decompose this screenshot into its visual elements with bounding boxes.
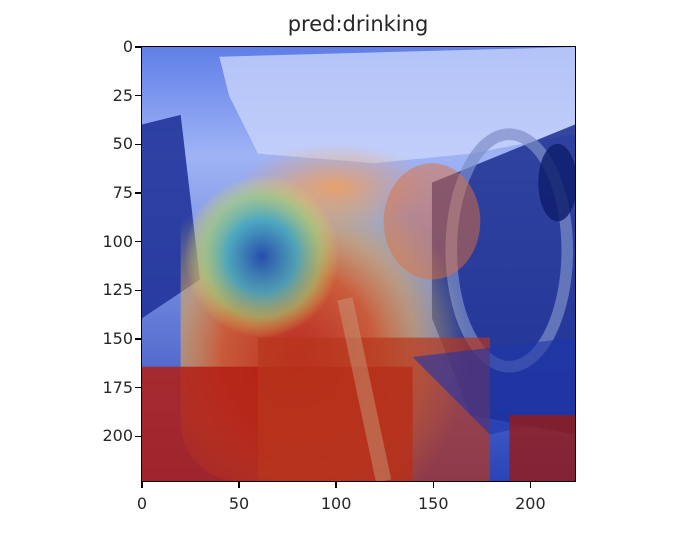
image-axes: [141, 46, 576, 482]
plot-title: pred:drinking: [287, 12, 429, 36]
y-tick-label: 50: [112, 134, 133, 154]
x-tick-label: 0: [136, 494, 148, 513]
x-tick-label: 50: [228, 494, 250, 513]
y-tick-mark: [135, 435, 141, 437]
x-tick-mark: [141, 482, 143, 488]
y-tick-label: 200: [102, 426, 133, 446]
y-tick-label: 175: [102, 377, 133, 397]
y-tick-label: 100: [102, 231, 133, 251]
y-tick-label: 25: [112, 85, 133, 105]
x-tick-mark: [335, 482, 337, 488]
y-tick-label: 0: [122, 36, 133, 56]
y-tick-mark: [135, 192, 141, 194]
x-tick-label: 200: [515, 494, 546, 513]
y-tick-mark: [135, 386, 141, 389]
y-tick-mark: [135, 46, 141, 48]
y-tick-mark: [135, 240, 141, 243]
heatmap-overlay-image: [142, 47, 575, 481]
x-tick-mark: [529, 482, 532, 488]
y-tick-mark: [135, 289, 141, 292]
x-tick-mark: [238, 482, 240, 488]
y-tick-mark: [135, 143, 141, 146]
x-tick-label: 150: [417, 494, 449, 513]
y-tick-label: 75: [112, 182, 133, 202]
y-tick-mark: [135, 94, 141, 97]
x-tick-mark: [432, 482, 435, 488]
y-tick-label: 125: [102, 280, 133, 300]
y-tick-label: 150: [102, 328, 133, 348]
x-tick-label: 100: [320, 494, 352, 513]
y-tick-mark: [135, 338, 141, 340]
